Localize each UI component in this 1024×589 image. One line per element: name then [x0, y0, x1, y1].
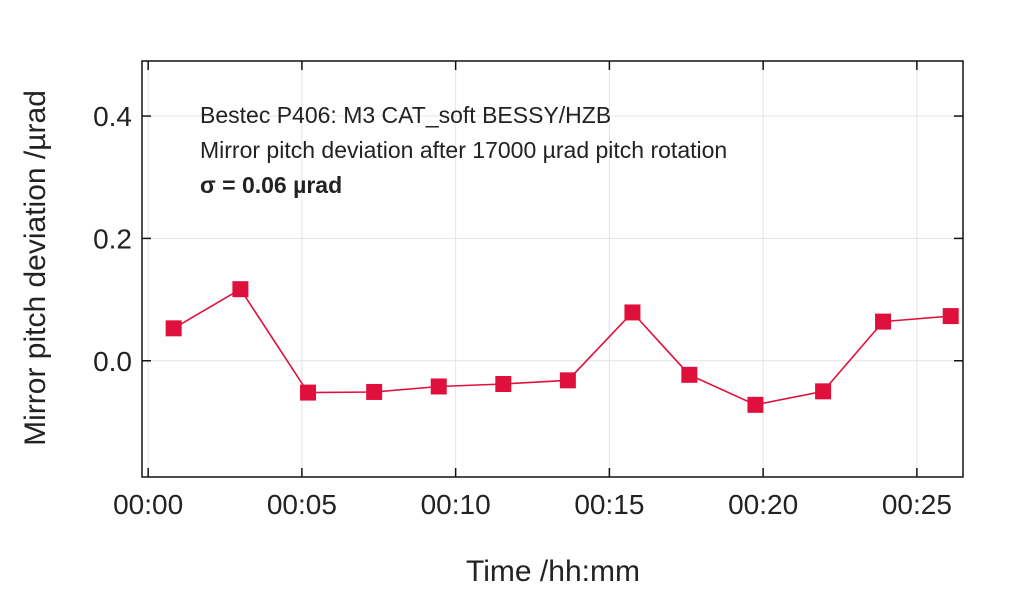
data-point-marker — [300, 384, 317, 401]
y-tick-label: 0.0 — [93, 346, 132, 377]
annotations: Bestec P406: M3 CAT_soft BESSY/HZB Mirro… — [200, 102, 727, 198]
plot-frame — [141, 60, 964, 478]
data-point-marker — [624, 304, 641, 321]
data-point-marker — [430, 378, 447, 395]
annotation-sigma: σ = 0.06 µrad — [200, 172, 342, 198]
y-axis-title: Mirror pitch deviation /µrad — [19, 90, 52, 446]
data-point-marker — [232, 281, 249, 298]
axis-ticks: 00:00 00:05 00:10 00:15 00:20 00:25 0.4 0.2 0.0 — [93, 61, 963, 520]
data-point-marker — [815, 383, 832, 400]
data-point-marker — [747, 396, 764, 413]
data-point-marker — [366, 383, 383, 400]
data-point-marker — [942, 308, 959, 325]
x-tick-label: 00:20 — [728, 489, 798, 520]
annotation-line-2: Mirror pitch deviation after 17000 µrad … — [200, 137, 727, 163]
data-point-marker — [559, 372, 576, 389]
annotation-line-1: Bestec P406: M3 CAT_soft BESSY/HZB — [200, 102, 611, 128]
x-axis-title: Time /hh:mm — [466, 555, 640, 588]
data-point-marker — [495, 376, 512, 393]
data-point-marker — [875, 313, 892, 330]
gridlines — [142, 61, 963, 477]
y-tick-label: 0.2 — [93, 223, 132, 254]
x-tick-label: 00:05 — [267, 489, 337, 520]
data-point-marker — [165, 320, 182, 337]
x-tick-label: 00:15 — [574, 489, 644, 520]
x-tick-label: 00:25 — [882, 489, 952, 520]
y-tick-label: 0.4 — [93, 101, 132, 132]
x-tick-label: 00:10 — [421, 489, 491, 520]
data-point-marker — [681, 366, 698, 383]
x-tick-label: 00:00 — [113, 489, 183, 520]
data-series — [165, 281, 959, 413]
